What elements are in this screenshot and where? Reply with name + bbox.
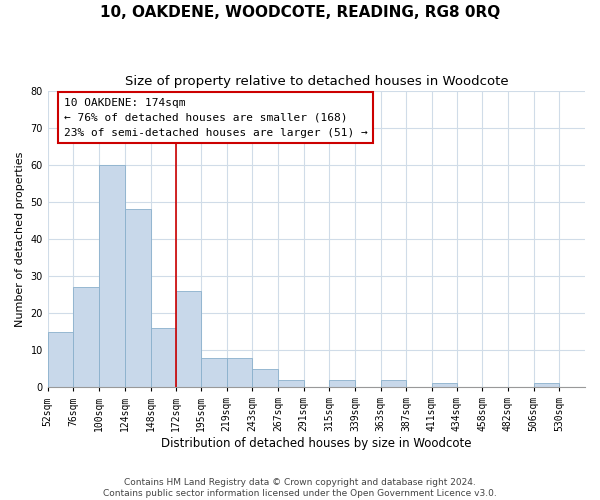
Bar xyxy=(278,380,304,387)
Bar xyxy=(73,287,99,387)
Bar xyxy=(329,380,355,387)
Bar xyxy=(201,358,227,387)
Text: 10 OAKDENE: 174sqm
← 76% of detached houses are smaller (168)
23% of semi-detach: 10 OAKDENE: 174sqm ← 76% of detached hou… xyxy=(64,98,368,138)
Bar xyxy=(48,332,73,387)
Bar xyxy=(533,384,559,387)
Bar xyxy=(99,164,125,387)
Bar xyxy=(176,291,201,387)
Title: Size of property relative to detached houses in Woodcote: Size of property relative to detached ho… xyxy=(125,75,508,88)
Text: 10, OAKDENE, WOODCOTE, READING, RG8 0RQ: 10, OAKDENE, WOODCOTE, READING, RG8 0RQ xyxy=(100,5,500,20)
Bar xyxy=(432,384,457,387)
Y-axis label: Number of detached properties: Number of detached properties xyxy=(15,151,25,326)
Bar xyxy=(380,380,406,387)
Bar xyxy=(151,328,176,387)
Bar xyxy=(252,368,278,387)
Bar xyxy=(125,209,151,387)
Text: Contains HM Land Registry data © Crown copyright and database right 2024.
Contai: Contains HM Land Registry data © Crown c… xyxy=(103,478,497,498)
X-axis label: Distribution of detached houses by size in Woodcote: Distribution of detached houses by size … xyxy=(161,437,472,450)
Bar xyxy=(227,358,252,387)
